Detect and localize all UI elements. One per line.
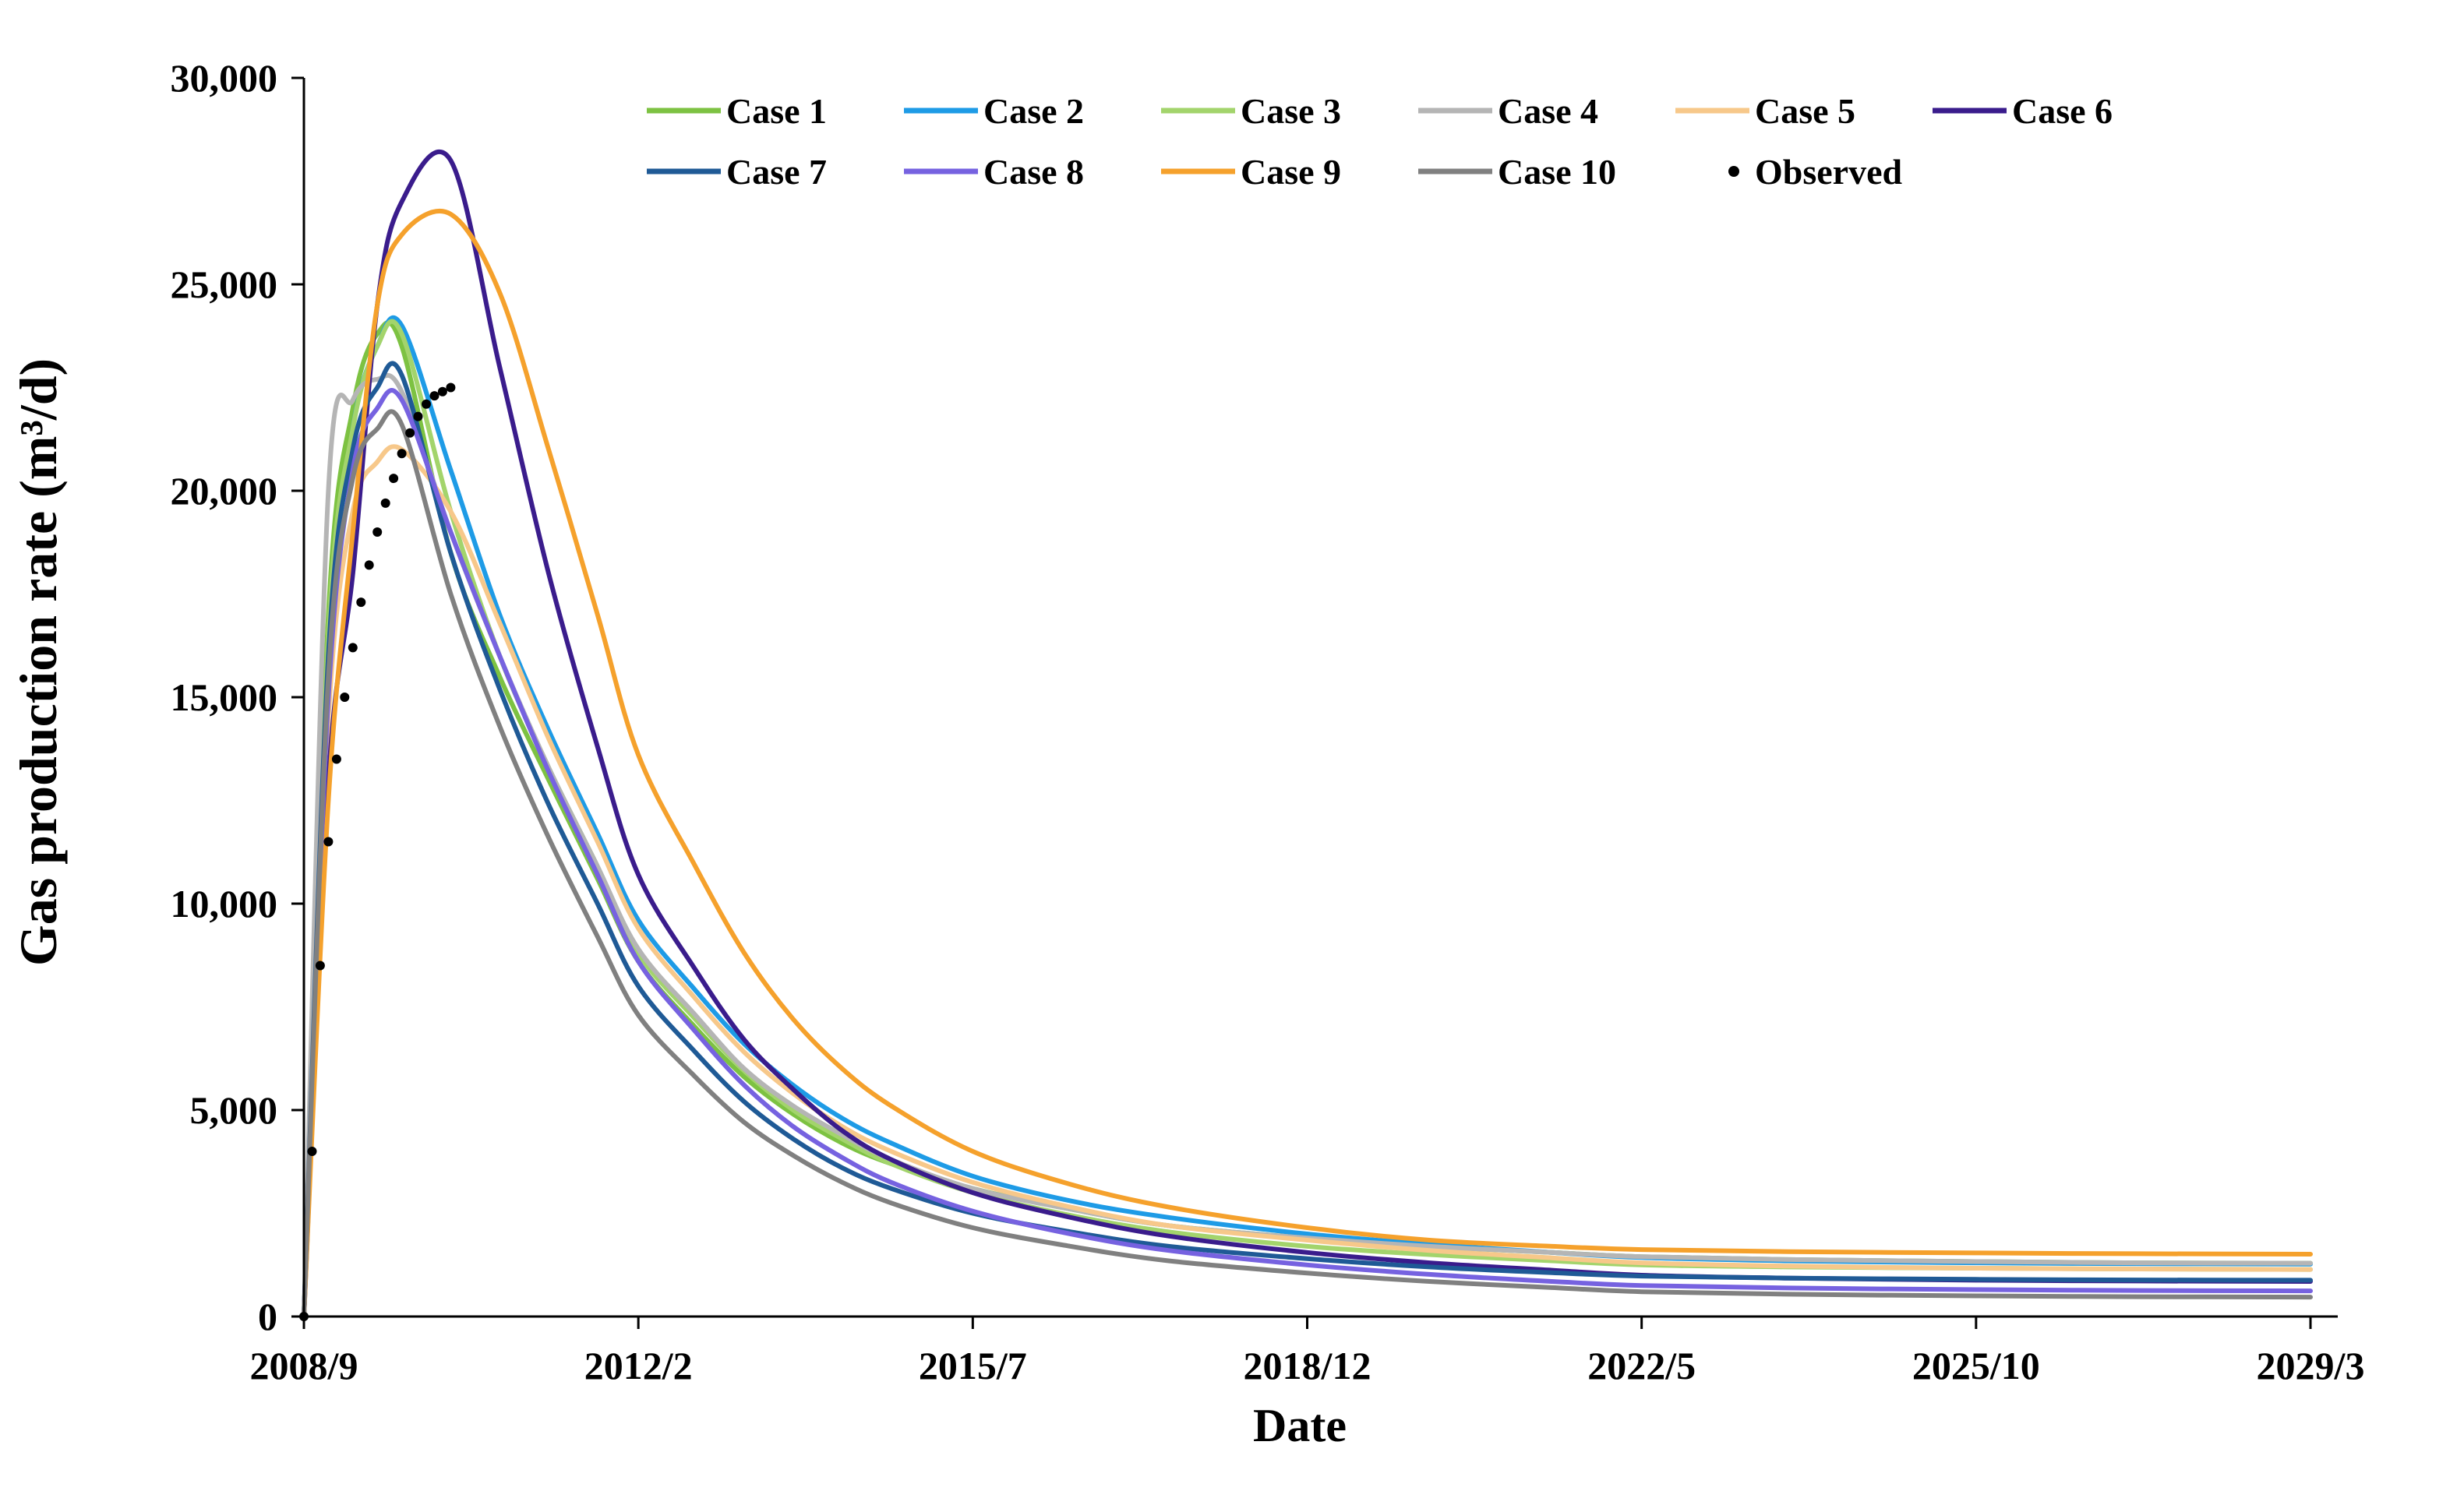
observed-point: [389, 474, 399, 484]
y-tick-label: 15,000: [171, 675, 278, 719]
series-line-case-7: [302, 361, 2313, 1319]
legend-label: Case 3: [1241, 91, 1341, 131]
x-tick-label: 2012/2: [584, 1344, 693, 1387]
y-tick-label: 0: [258, 1295, 277, 1338]
x-tick-label: 2008/9: [250, 1344, 358, 1387]
observed-point: [422, 399, 431, 409]
x-tick-label: 2025/10: [1912, 1344, 2040, 1387]
observed-point: [372, 527, 383, 537]
y-tick-label: 5,000: [190, 1088, 278, 1132]
x-tick-label: 2022/5: [1587, 1344, 1696, 1387]
observed-point: [331, 754, 341, 764]
legend-label: Observed: [1755, 152, 1903, 192]
legend-label: Case 4: [1498, 91, 1598, 131]
legend-label: Case 1: [726, 91, 827, 131]
series-line-case-8: [302, 388, 2313, 1319]
observed-point: [364, 560, 374, 570]
x-tick-label: 2015/7: [919, 1344, 1027, 1387]
y-tick-label: 10,000: [171, 882, 278, 925]
series-layer: [302, 150, 2313, 1319]
legend-label: Case 5: [1755, 91, 1855, 131]
observed-point: [348, 643, 358, 653]
axes-layer: 0 5,000 10,000 15,000 20,000 25,000 30,000 2008…: [171, 56, 2365, 1387]
observed-point: [340, 693, 350, 702]
x-tick-label: 2018/12: [1244, 1344, 1371, 1387]
observed-point: [437, 386, 447, 397]
legend-label: Case 6: [2012, 91, 2113, 131]
observed-point: [307, 1147, 317, 1156]
observed-layer: [299, 382, 456, 1321]
y-tick-label: 30,000: [171, 56, 278, 100]
y-axis-label: Gas production rate (m³/d): [9, 358, 68, 966]
series-line-case-10: [302, 409, 2313, 1319]
observed-point: [405, 428, 415, 438]
x-tick-label: 2029/3: [2257, 1344, 2365, 1387]
observed-point: [429, 391, 439, 401]
observed-point: [380, 498, 390, 508]
legend-label: Case 2: [983, 91, 1084, 131]
y-tick-label: 20,000: [171, 469, 278, 513]
legend-label: Case 7: [726, 152, 827, 192]
observed-point: [315, 961, 325, 971]
legend: Case 1 Case 2 Case 3 Case 4 Case 5 Case 6 Case…: [647, 91, 2113, 192]
x-axis-label: Date: [1253, 1400, 1347, 1451]
y-tick-label: 25,000: [171, 263, 278, 306]
observed-point: [413, 411, 423, 421]
observed-point: [397, 449, 407, 459]
legend-label: Case 8: [983, 152, 1084, 192]
observed-point: [356, 597, 366, 608]
legend-label: Case 9: [1241, 152, 1341, 192]
observed-point: [446, 382, 456, 393]
legend-swatch: [1728, 166, 1739, 177]
legend-label: Case 10: [1498, 152, 1616, 192]
series-line-case-9: [302, 209, 2313, 1319]
observed-point: [323, 837, 334, 847]
